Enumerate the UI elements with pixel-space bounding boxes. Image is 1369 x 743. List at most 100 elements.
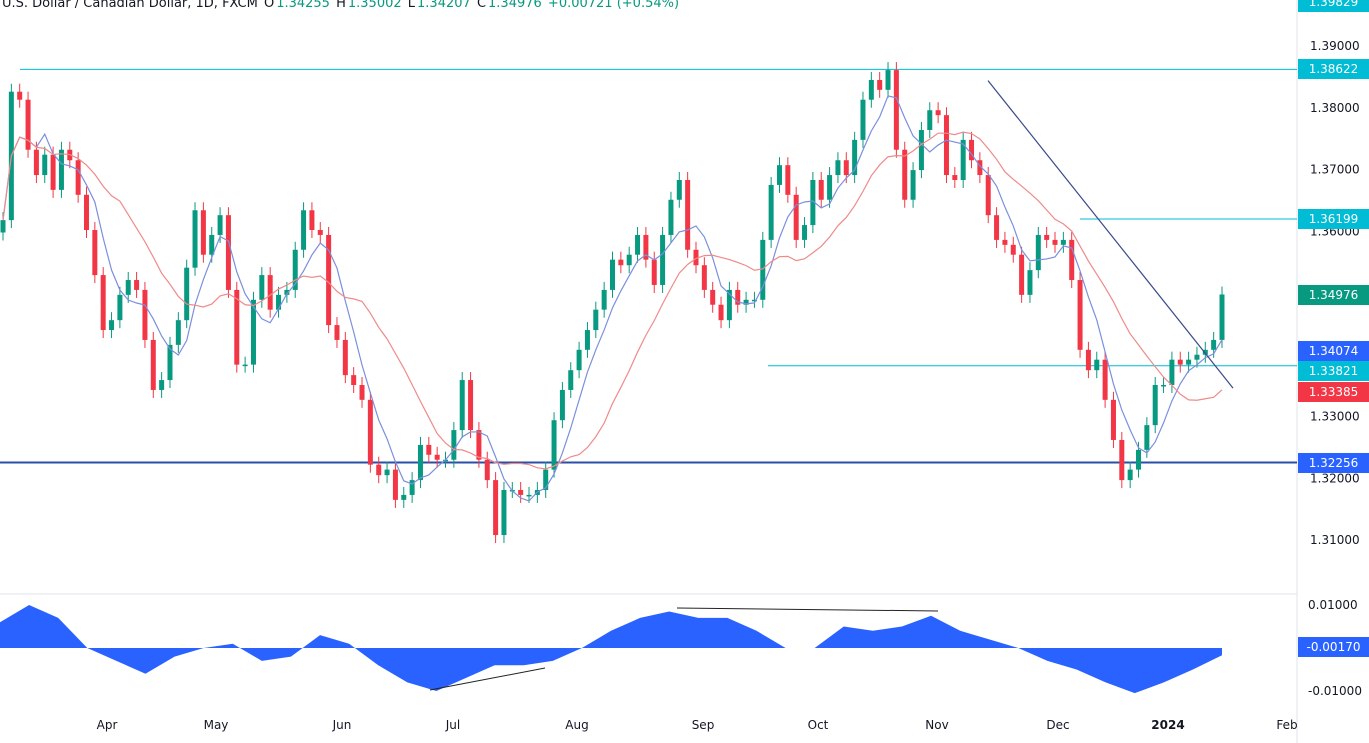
candle-up xyxy=(384,469,390,476)
candle-down xyxy=(985,175,991,216)
candle-down xyxy=(685,179,691,250)
candle-up xyxy=(1186,359,1192,365)
candle-up xyxy=(209,234,215,255)
candle-down xyxy=(351,375,357,386)
candle-down xyxy=(1102,359,1108,400)
candle-up xyxy=(660,234,666,285)
change-value: +0.00721 (+0.54%) xyxy=(547,0,680,11)
candle-down xyxy=(1044,234,1050,240)
candle-down xyxy=(518,489,524,495)
candle-up xyxy=(743,299,749,305)
time-tick-label: Apr xyxy=(96,718,118,732)
candle-up xyxy=(501,489,507,536)
price-tick-label: 1.33000 xyxy=(1310,410,1360,424)
candle-down xyxy=(359,385,365,400)
candle-up xyxy=(852,139,858,176)
candle-up xyxy=(250,299,256,365)
candle-down xyxy=(150,339,156,390)
candle-up xyxy=(1219,294,1225,340)
open-value: 1.34255 xyxy=(276,0,330,11)
candles xyxy=(0,62,1225,544)
candle-down xyxy=(977,160,983,176)
candle-down xyxy=(1077,280,1083,350)
candle-up xyxy=(192,210,198,268)
candle-up xyxy=(301,210,307,250)
price-label: 1.38622 xyxy=(1298,59,1369,79)
candle-down xyxy=(484,459,490,481)
candle-up xyxy=(568,370,574,390)
candle-up xyxy=(184,267,190,321)
candle-up xyxy=(417,444,423,481)
candle-down xyxy=(25,99,31,150)
candle-down xyxy=(1177,359,1183,365)
slow-moving-average xyxy=(2,131,1223,470)
candle-up xyxy=(601,289,607,310)
candle-up xyxy=(868,79,874,100)
candle-up xyxy=(1211,339,1217,350)
candle-down xyxy=(1002,239,1008,245)
candle-down xyxy=(100,275,106,331)
price-label: -0.00170 xyxy=(1298,637,1369,657)
candle-up xyxy=(885,70,891,90)
candle-up xyxy=(635,234,641,255)
candle-down xyxy=(493,480,499,536)
candle-up xyxy=(1035,234,1041,271)
candle-up xyxy=(676,179,682,200)
candle-down xyxy=(1052,239,1058,245)
candle-up xyxy=(109,320,115,331)
candle-down xyxy=(793,194,799,240)
candle-down xyxy=(134,280,140,290)
oscillator-tick-label: 0.01000 xyxy=(1308,598,1358,612)
candle-up xyxy=(125,280,131,295)
candle-up xyxy=(918,129,924,171)
candle-up xyxy=(1027,270,1033,295)
candle-up xyxy=(1161,385,1167,387)
price-tick-label: 1.31000 xyxy=(1310,533,1360,547)
candle-up xyxy=(593,309,599,331)
candle-up xyxy=(409,480,415,495)
candle-down xyxy=(50,154,56,190)
divergence-line xyxy=(676,607,939,612)
oscillator-tick-label: -0.01000 xyxy=(1308,684,1362,698)
candle-up xyxy=(276,294,282,310)
price-label: 1.33821 xyxy=(1298,361,1369,381)
oscillator-area xyxy=(0,605,1222,694)
candle-down xyxy=(618,259,624,266)
candle-down xyxy=(643,234,649,260)
candle-down xyxy=(902,149,908,200)
price-label: 1.34074 xyxy=(1298,341,1369,361)
candle-up xyxy=(610,259,615,290)
candle-down xyxy=(1085,349,1091,371)
candle-up xyxy=(802,225,808,240)
candle-down xyxy=(693,249,699,266)
candle-down xyxy=(893,70,899,150)
candle-down xyxy=(367,399,373,465)
candle-up xyxy=(960,139,966,180)
candle-up xyxy=(292,249,298,290)
candle-down xyxy=(476,430,482,460)
candle-up xyxy=(760,239,766,300)
candle-up xyxy=(117,294,123,321)
candle-up xyxy=(217,215,223,235)
candle-down xyxy=(701,265,707,290)
candle-up xyxy=(167,344,173,381)
candle-up xyxy=(1136,449,1142,470)
chart-header: U.S. Dollar / Canadian Dollar, 1D, FXCM … xyxy=(2,0,681,11)
candle-up xyxy=(860,99,866,140)
candle-down xyxy=(935,110,941,116)
candle-up xyxy=(0,220,6,233)
candle-up xyxy=(835,160,841,176)
candle-down xyxy=(434,454,440,460)
candle-down xyxy=(718,304,724,321)
high-value: 1.35002 xyxy=(347,0,402,11)
candle-up xyxy=(827,175,833,200)
candle-up xyxy=(58,149,64,190)
downtrend-line xyxy=(987,80,1234,389)
time-tick-label: Sep xyxy=(691,718,715,732)
candle-down xyxy=(651,259,657,285)
candle-down xyxy=(83,194,89,231)
time-tick-label: 2024 xyxy=(1151,718,1185,732)
candle-down xyxy=(392,469,398,500)
candle-up xyxy=(1194,354,1200,360)
